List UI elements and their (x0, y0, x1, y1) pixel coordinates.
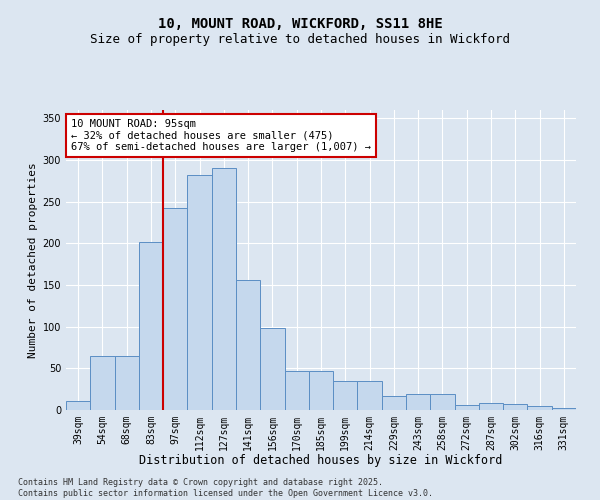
Bar (406, 394, 430, 410)
Bar (430, 394, 455, 410)
Bar (212, 168, 236, 410)
Bar (527, 406, 552, 410)
Text: Contains HM Land Registry data © Crown copyright and database right 2025.
Contai: Contains HM Land Registry data © Crown c… (18, 478, 433, 498)
Bar (115, 356, 139, 410)
Text: 10 MOUNT ROAD: 95sqm
← 32% of detached houses are smaller (475)
67% of semi-deta: 10 MOUNT ROAD: 95sqm ← 32% of detached h… (71, 119, 371, 152)
Bar (479, 402, 503, 410)
Bar (503, 404, 527, 410)
Bar (309, 371, 333, 410)
Bar (90, 356, 115, 410)
Bar (163, 208, 187, 410)
Bar (455, 405, 479, 410)
Bar (552, 408, 576, 410)
Bar (284, 371, 309, 410)
Bar (139, 242, 163, 410)
Bar (187, 175, 212, 410)
Bar (358, 381, 382, 410)
Bar (260, 328, 284, 410)
Bar (382, 396, 406, 410)
Y-axis label: Number of detached properties: Number of detached properties (28, 162, 38, 358)
Bar (333, 381, 358, 410)
Bar (66, 401, 90, 410)
Text: 10, MOUNT ROAD, WICKFORD, SS11 8HE: 10, MOUNT ROAD, WICKFORD, SS11 8HE (158, 18, 442, 32)
X-axis label: Distribution of detached houses by size in Wickford: Distribution of detached houses by size … (139, 454, 503, 468)
Text: Size of property relative to detached houses in Wickford: Size of property relative to detached ho… (90, 32, 510, 46)
Bar (236, 280, 260, 410)
